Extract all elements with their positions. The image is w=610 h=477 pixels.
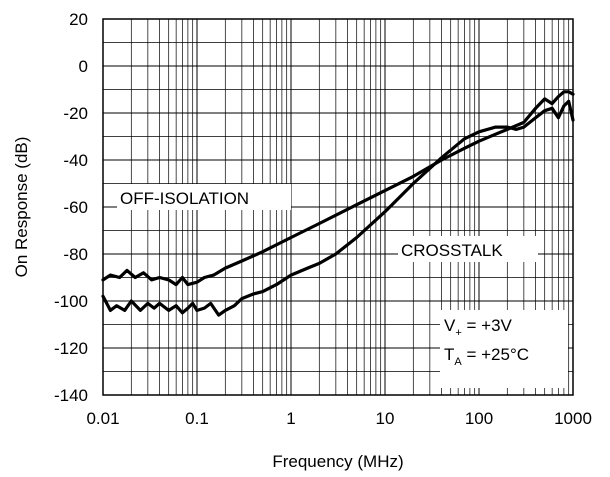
y-tick-label: -100 (54, 292, 88, 311)
plot-frame (102, 18, 574, 396)
temperature-label: TA = +25°C (444, 345, 529, 368)
crosstalk-label-bg (398, 236, 538, 262)
off-isolation-label: OFF-ISOLATION (120, 189, 249, 208)
crosstalk-label: CROSSTALK (401, 241, 503, 260)
y-tick-label: -60 (63, 198, 88, 217)
y-axis-title: On Response (dB) (12, 137, 31, 278)
x-tick-label: 0.1 (185, 409, 209, 428)
x-tick-label: 1000 (554, 409, 592, 428)
y-tick-label: -20 (63, 104, 88, 123)
y-tick-label: -80 (63, 245, 88, 264)
x-tick-label: 10 (376, 409, 395, 428)
y-tick-label: -120 (54, 339, 88, 358)
conditions-box (440, 310, 568, 388)
y-tick-label: 0 (79, 57, 88, 76)
x-axis-title: Frequency (MHz) (272, 452, 403, 471)
crosstalk-line (101, 99, 575, 317)
x-tick-label: 0.01 (86, 409, 119, 428)
supply-voltage-label: V+ = +3V (444, 316, 513, 339)
off-isolation-line (101, 90, 575, 287)
y-tick-label: 20 (69, 10, 88, 29)
x-tick-label: 100 (465, 409, 493, 428)
tick-labels: 0.01 0.1 1 10 100 1000 20 0 -20 -40 -60 -80 -100 -120… (54, 10, 592, 428)
series-lines (101, 90, 575, 317)
off-isolation-label-bg (117, 184, 291, 210)
x-tick-label: 1 (286, 409, 295, 428)
y-tick-label: -40 (63, 151, 88, 170)
y-tick-label: -140 (54, 386, 88, 405)
